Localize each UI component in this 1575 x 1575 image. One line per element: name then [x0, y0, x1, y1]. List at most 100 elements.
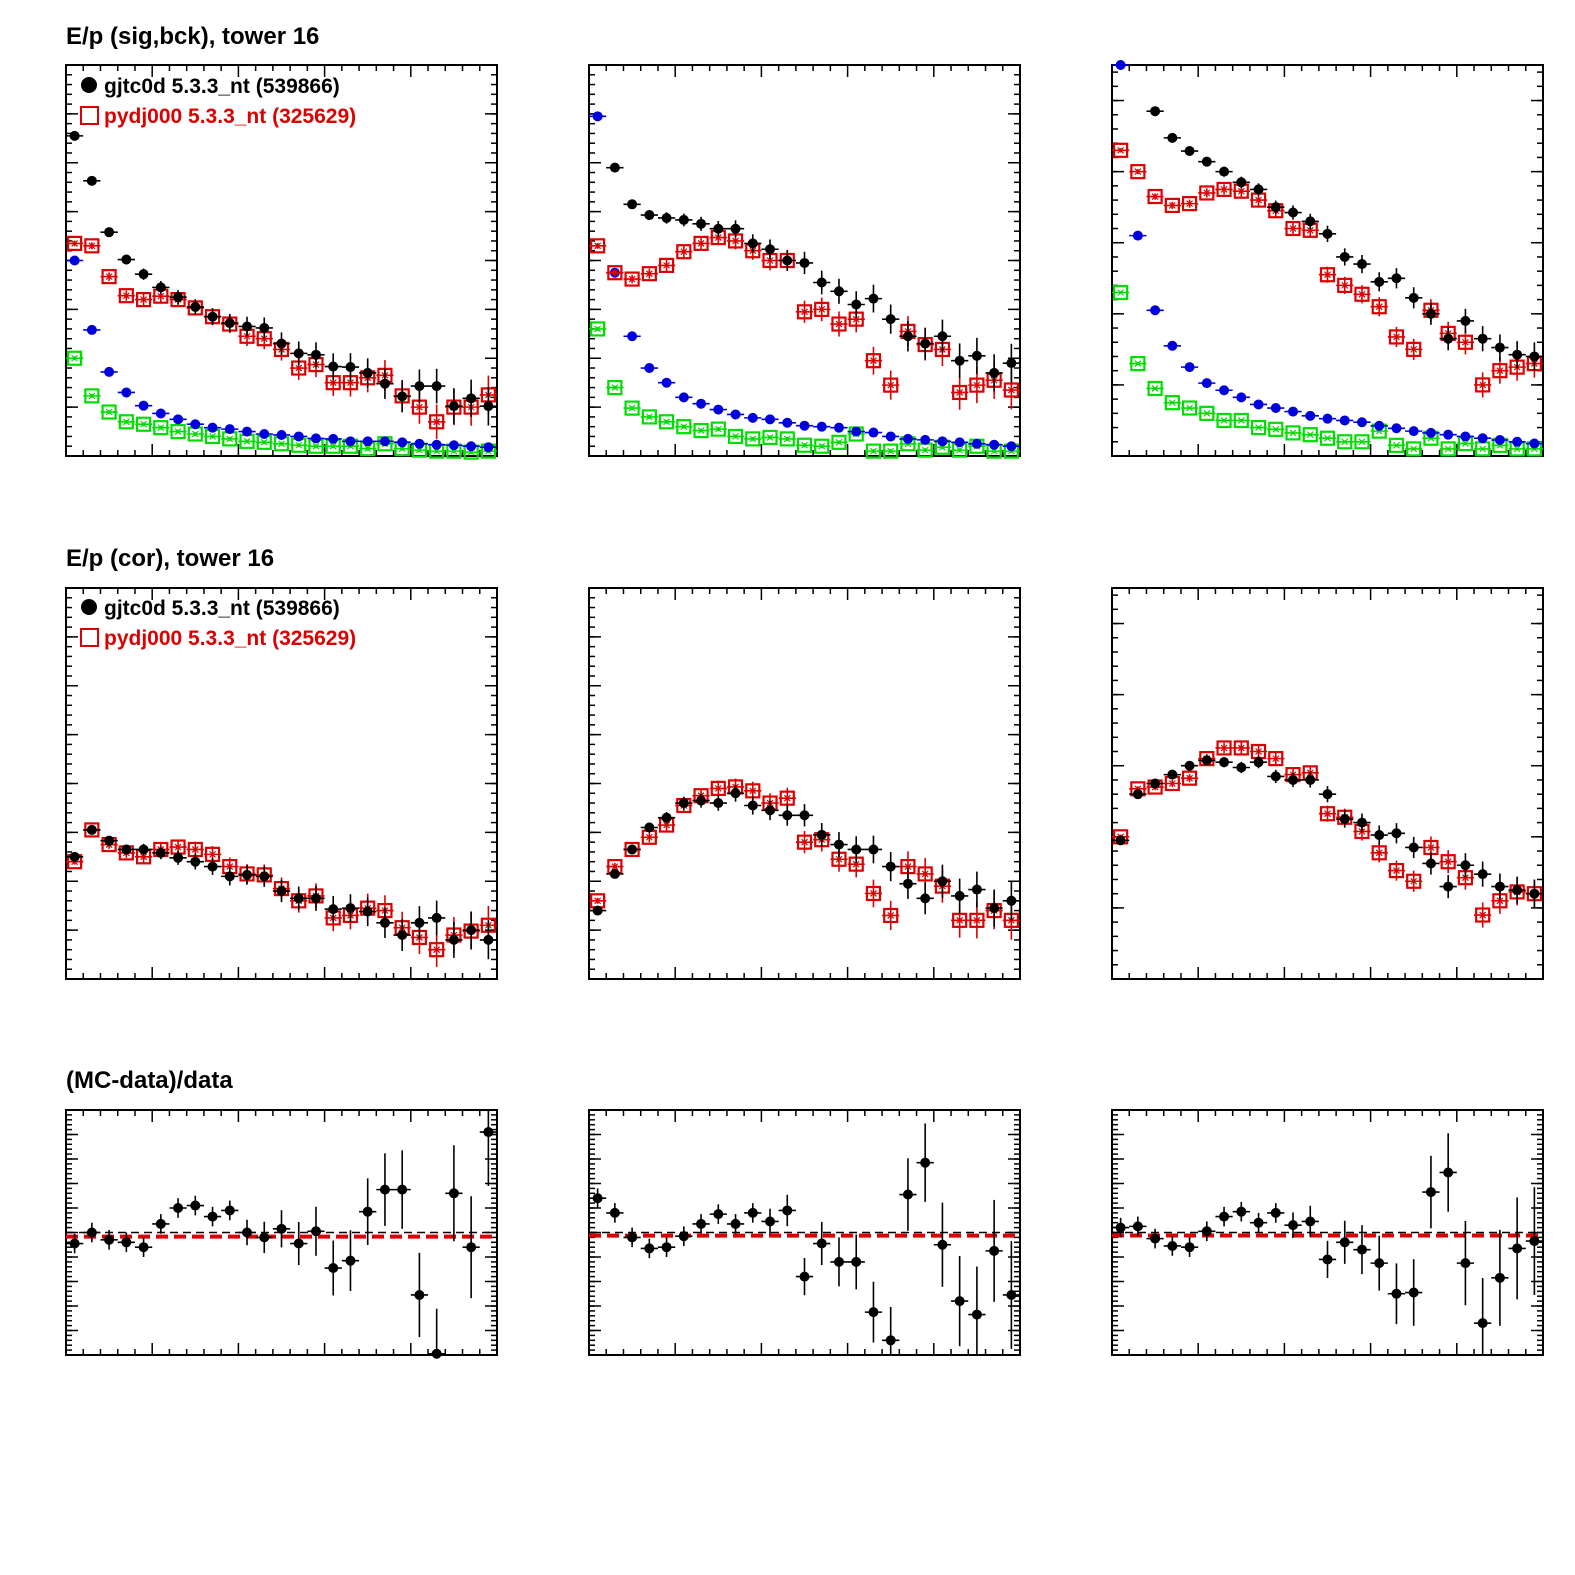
data-point [483, 1127, 494, 1138]
data-point [190, 856, 201, 867]
data-point [644, 363, 655, 374]
data-point-cross [870, 447, 877, 455]
data-point [1115, 1222, 1126, 1233]
data-point [678, 214, 689, 225]
data-point [592, 905, 603, 916]
data-point [885, 431, 896, 442]
data-point [259, 322, 270, 333]
data-point [69, 851, 80, 862]
data-point [1219, 757, 1230, 768]
data-point-cross [226, 435, 234, 443]
legend-mc-marker [80, 628, 99, 647]
data-point [173, 1203, 184, 1213]
data-point-cross [347, 379, 354, 387]
data-point [466, 441, 477, 452]
data-point [1181, 196, 1198, 212]
data-point [431, 1348, 442, 1359]
data-point-cross [88, 392, 96, 400]
data-point [1219, 385, 1230, 396]
data-point [796, 437, 813, 453]
data-point [627, 844, 638, 855]
data-point [1319, 430, 1336, 446]
row-title-ratio: (MC-data)/data [66, 1067, 233, 1094]
row-title-sig-bck: E/p (sig,bck), tower 16 [66, 23, 319, 50]
data-point-cross [645, 413, 653, 421]
data-point [1319, 806, 1336, 822]
data-point-cross [1410, 345, 1418, 353]
data-point [658, 414, 675, 430]
series-2 [1112, 60, 1543, 449]
data-point-cross [732, 237, 739, 245]
data-point-cross [1479, 911, 1487, 919]
data-point [362, 1206, 373, 1217]
data-point [1268, 751, 1284, 767]
data-point [710, 421, 726, 437]
data-point-cross [1393, 867, 1400, 875]
data-point-cross [226, 863, 234, 871]
data-point-cross [71, 239, 79, 247]
data-point-cross [260, 438, 268, 446]
data-point-cross [1220, 417, 1228, 424]
data-point [796, 304, 813, 320]
data-point-cross [1272, 425, 1280, 433]
data-point [1130, 355, 1146, 372]
data-point [1339, 251, 1350, 262]
data-point [971, 884, 982, 895]
data-point-cross [697, 427, 705, 435]
data-point [1529, 438, 1540, 449]
data-point [155, 282, 166, 293]
data-point [1425, 308, 1436, 319]
data-point [1388, 437, 1405, 453]
data-point-cross [749, 435, 757, 443]
data-point [693, 422, 709, 439]
data-point [1006, 895, 1017, 906]
data-point [1236, 1206, 1247, 1217]
data-point [1285, 425, 1301, 441]
data-point [1115, 835, 1126, 846]
data-point-cross [209, 850, 216, 858]
data-point [765, 805, 776, 816]
data-point [362, 367, 373, 378]
data-point [121, 387, 132, 398]
data-point [1374, 1258, 1385, 1269]
data-point [762, 429, 778, 446]
data-point [1337, 434, 1353, 450]
data-point [1475, 907, 1491, 923]
data-point [69, 255, 80, 266]
data-point [224, 424, 235, 435]
data-point [816, 277, 827, 288]
data-point [782, 255, 793, 266]
data-point [952, 912, 968, 928]
data-point-cross [680, 248, 688, 256]
data-point [696, 398, 707, 409]
data-point [765, 1216, 776, 1227]
data-point-cross [1324, 271, 1331, 279]
data-point [1164, 395, 1180, 411]
data-point [448, 1188, 459, 1199]
data-point-cross [157, 292, 165, 300]
data-point [69, 1238, 80, 1249]
data-point [207, 1211, 218, 1222]
data-point [310, 1226, 321, 1237]
data-point [952, 384, 968, 401]
data-point-cross [680, 423, 688, 431]
legend-mc-marker [80, 106, 99, 125]
data-point [1270, 202, 1281, 213]
data-point-cross [105, 273, 113, 281]
data-point [831, 316, 847, 332]
data-point-cross [663, 418, 671, 426]
data-point [1475, 377, 1491, 393]
data-point [1270, 771, 1281, 782]
data-point [138, 1242, 149, 1253]
data-point [885, 314, 896, 325]
data-point-cross [611, 384, 619, 391]
data-point [121, 1237, 132, 1248]
data-point [397, 391, 408, 402]
data-point [1443, 881, 1454, 892]
data-point [173, 414, 184, 425]
data-point [1147, 188, 1163, 205]
data-point [67, 350, 83, 366]
data-point [310, 349, 321, 360]
data-point-cross [766, 257, 774, 264]
data-point [1164, 197, 1180, 214]
